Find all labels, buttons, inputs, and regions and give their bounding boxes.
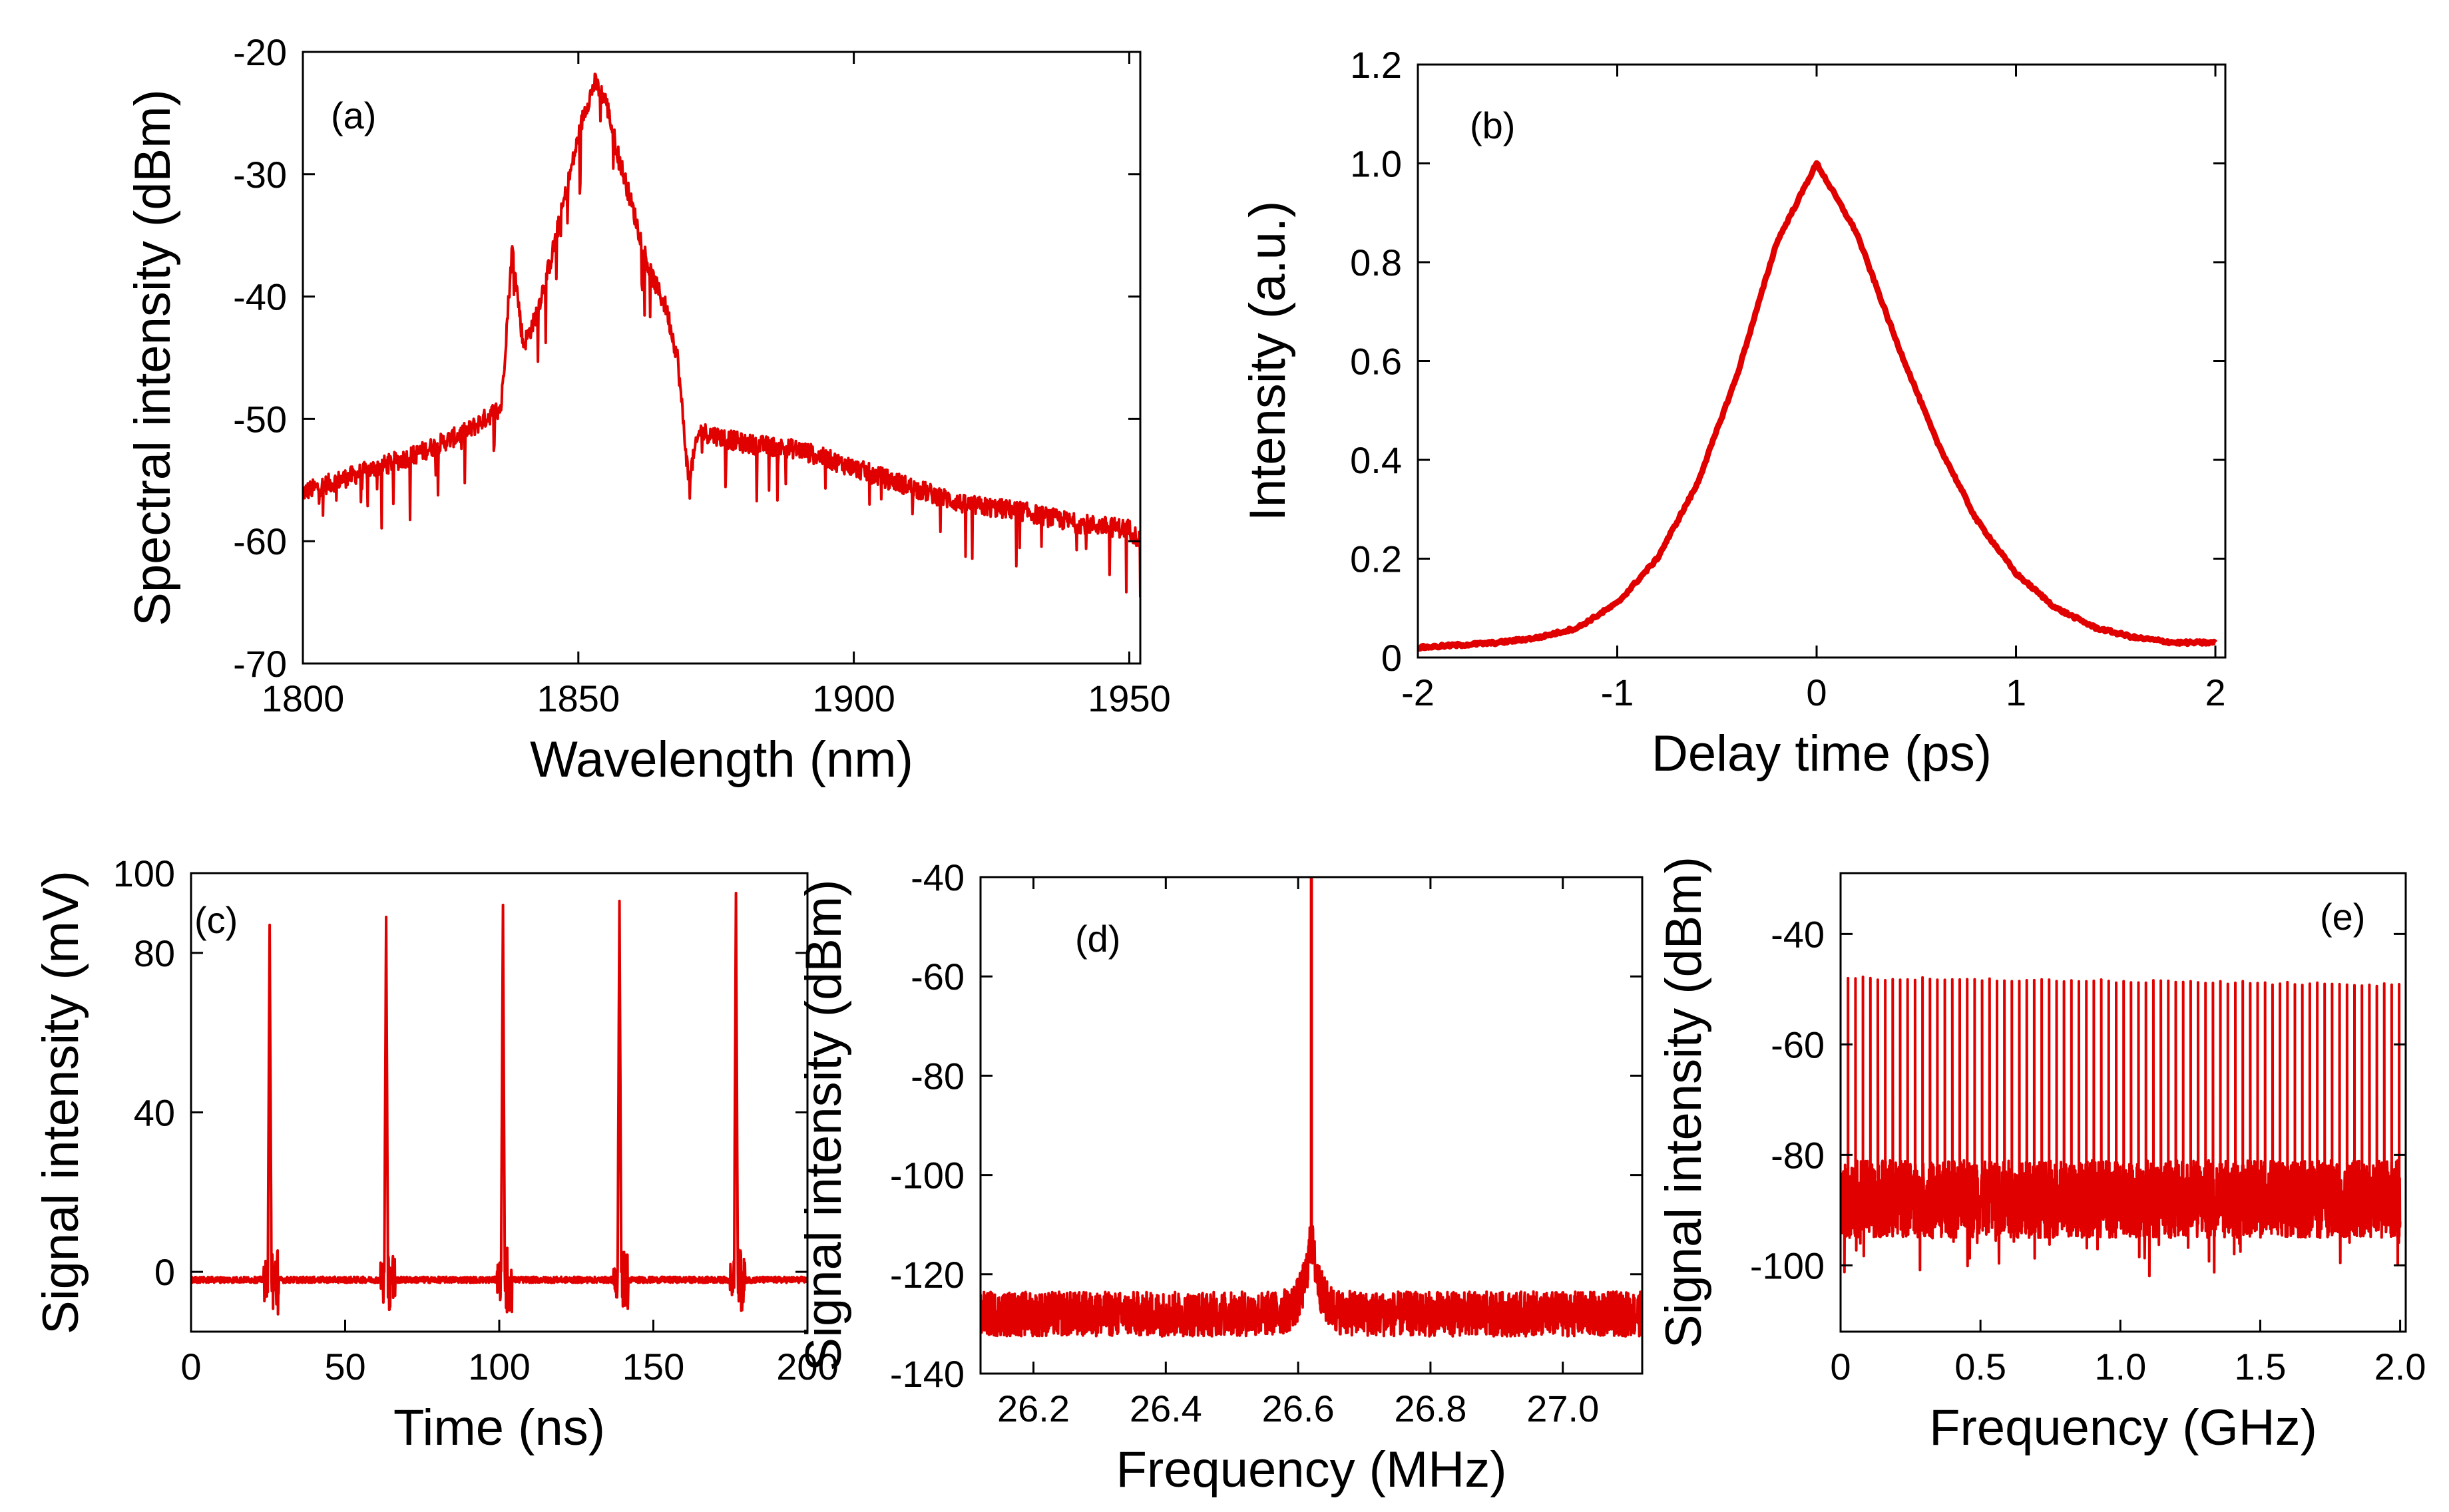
plot-area-a xyxy=(303,73,1140,598)
y-tick-label-a: -60 xyxy=(233,520,287,562)
panel-d: 26.2 26.4 26.6 26.8 27.0 -140 -120 -100 -80 -60 -4… xyxy=(795,856,1644,1498)
y-tick-label-b: 0.2 xyxy=(1350,538,1402,580)
y-axis-title-b: Intensity (a.u.) xyxy=(1239,201,1296,522)
x-tick-label-c: 150 xyxy=(622,1346,684,1388)
x-axis-title-d: Frequency (MHz) xyxy=(1116,1441,1507,1498)
x-tick-label-e: 1.5 xyxy=(2235,1346,2287,1388)
series-line-c xyxy=(191,892,807,1316)
plot-area-b xyxy=(1418,160,2218,652)
series-line-d xyxy=(981,877,1642,1338)
x-tick-label-d: 26.6 xyxy=(1262,1388,1335,1429)
y-tick-label-c: 100 xyxy=(113,852,175,894)
y-tick-label-b: 0 xyxy=(1381,637,1402,679)
plot-frame-b xyxy=(1417,63,2227,659)
panel-c: 0 50 100 150 200 0 40 80 100 Time (ns) Signal inte… xyxy=(33,852,839,1456)
x-tick-label-d: 26.4 xyxy=(1130,1388,1202,1429)
series-line-e xyxy=(1841,975,2402,1278)
panel-label-b: (b) xyxy=(1470,104,1515,146)
panel-label-a: (a) xyxy=(331,94,376,136)
x-tick-label-b: 0 xyxy=(1806,671,1827,713)
plot-frame-a xyxy=(302,51,1142,665)
y-tick-label-c: 40 xyxy=(134,1091,175,1133)
x-tick-label-b: -1 xyxy=(1601,671,1634,713)
y-tick-label-e: -80 xyxy=(1771,1134,1825,1176)
y-axis-title-c: Signal intensity (mV) xyxy=(33,870,89,1334)
y-tick-label-d: -120 xyxy=(890,1254,965,1296)
y-tick-label-e: -100 xyxy=(1750,1244,1825,1286)
y-axis-title-d: Signal intensity (dBm) xyxy=(795,879,852,1371)
panel-label-c: (c) xyxy=(194,899,238,941)
x-axis-title-e: Frequency (GHz) xyxy=(1929,1400,2317,1456)
y-tick-label-b: 0.8 xyxy=(1350,242,1402,284)
x-tick-label-c: 50 xyxy=(324,1346,365,1388)
x-tick-label-d: 27.0 xyxy=(1526,1388,1599,1429)
y-tick-label-a: -50 xyxy=(233,398,287,440)
panel-label-d: (d) xyxy=(1075,918,1120,960)
x-tick-label-a: 1950 xyxy=(1088,677,1171,719)
y-tick-label-a: -20 xyxy=(233,31,287,73)
y-tick-label-e: -40 xyxy=(1771,913,1825,955)
x-tick-label-c: 100 xyxy=(468,1346,530,1388)
x-tick-label-b: 2 xyxy=(2205,671,2225,713)
x-tick-label-c: 0 xyxy=(180,1346,201,1388)
x-tick-label-b: -2 xyxy=(1401,671,1435,713)
x-tick-label-c: 200 xyxy=(776,1346,838,1388)
y-tick-label-d: -100 xyxy=(890,1155,965,1197)
panel-b: -2 -1 0 1 2 0 0.2 0.4 0.6 0.8 1.0 1.2 Delay time (ps… xyxy=(1239,44,2227,782)
plot-area-d xyxy=(981,877,1642,1338)
x-tick-label-b: 1 xyxy=(2006,671,2026,713)
plot-frame-e xyxy=(1839,872,2407,1333)
x-axis-title-b: Delay time (ps) xyxy=(1652,725,1992,782)
panel-a: 1800 1850 1900 1950 -70 -60 -50 -40 -30 -20 Wavele… xyxy=(124,31,1171,788)
y-tick-label-c: 80 xyxy=(134,932,175,974)
x-axis-title-a: Wavelength (nm) xyxy=(530,731,913,788)
x-tick-label-a: 1900 xyxy=(812,677,895,719)
y-tick-label-d: -40 xyxy=(911,856,965,898)
y-tick-label-b: 0.6 xyxy=(1350,341,1402,383)
y-tick-label-c: 0 xyxy=(154,1251,175,1293)
plot-frame-d xyxy=(979,876,1644,1375)
x-tick-label-e: 0 xyxy=(1830,1346,1851,1388)
series-line-a xyxy=(303,73,1140,598)
y-tick-label-d: -80 xyxy=(911,1055,965,1097)
y-tick-label-b: 1.2 xyxy=(1350,44,1402,86)
y-axis-title-e: Signal intensity (dBm) xyxy=(1656,856,1712,1348)
x-tick-label-e: 1.0 xyxy=(2094,1346,2146,1388)
y-axis-title-a: Spectral intensity (dBm) xyxy=(124,89,181,626)
x-tick-label-a: 1850 xyxy=(537,677,620,719)
panel-e: 0 0.5 1.0 1.5 2.0 -100 -80 -60 -40 Frequency (GHz… xyxy=(1656,856,2426,1456)
x-axis-title-c: Time (ns) xyxy=(393,1400,605,1456)
series-line-b xyxy=(1418,160,2218,652)
y-tick-label-b: 0.4 xyxy=(1350,439,1402,481)
plot-area-c xyxy=(191,892,807,1316)
x-tick-label-e: 0.5 xyxy=(1954,1346,2006,1388)
x-tick-label-d: 26.8 xyxy=(1394,1388,1466,1429)
plot-area-e xyxy=(1841,975,2402,1278)
y-tick-label-d: -60 xyxy=(911,956,965,998)
y-tick-label-a: -70 xyxy=(233,643,287,685)
y-tick-label-b: 1.0 xyxy=(1350,143,1402,185)
x-tick-label-a: 1800 xyxy=(262,677,345,719)
y-tick-label-a: -30 xyxy=(233,154,287,196)
y-tick-label-a: -40 xyxy=(233,276,287,318)
panel-label-e: (e) xyxy=(2320,896,2365,938)
x-tick-label-e: 2.0 xyxy=(2374,1346,2426,1388)
y-tick-label-e: -60 xyxy=(1771,1024,1825,1065)
x-tick-label-d: 26.2 xyxy=(997,1388,1070,1429)
y-tick-label-d: -140 xyxy=(890,1353,965,1395)
